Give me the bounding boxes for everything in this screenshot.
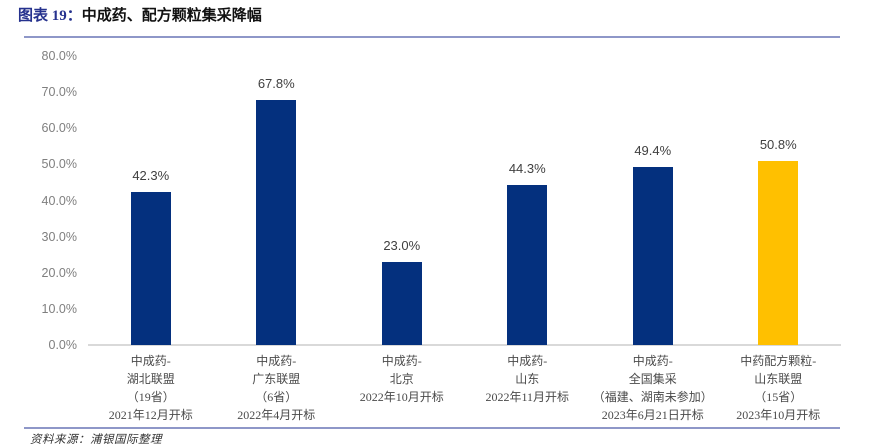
x-axis-category-line: 北京: [389, 372, 414, 386]
x-axis-category-line: 中成药-: [632, 354, 673, 368]
footer-divider: [24, 427, 840, 429]
x-axis-category-line: 中成药-: [507, 354, 548, 368]
x-axis-category-line: 2022年10月开标: [359, 390, 444, 404]
x-axis-category-line: 中成药-: [256, 354, 297, 368]
x-axis-category-line: （19省）: [126, 390, 175, 404]
bar: [758, 161, 799, 345]
bar: [381, 261, 422, 345]
bar-value-label: 49.4%: [634, 142, 672, 158]
x-axis-line: [88, 344, 841, 346]
x-axis-category-label: 中成药- 北京 2022年10月开标: [317, 352, 487, 406]
y-axis-tick: 30.0%: [41, 229, 77, 244]
bar-value-label: 50.8%: [759, 137, 797, 153]
x-axis-category-line: 2022年11月开标: [485, 390, 570, 404]
y-axis-tick: 20.0%: [41, 265, 77, 280]
bar: [130, 192, 171, 345]
bar: [507, 184, 548, 345]
x-axis-category-line: 山东联盟: [754, 372, 803, 386]
x-axis-category-label: 中成药- 山东 2022年11月开标: [442, 352, 612, 406]
x-axis-category-line: （6省）: [255, 390, 298, 404]
x-axis-category-line: 2023年6月21日开标: [601, 408, 704, 422]
x-axis-category-label: 中成药- 湖北联盟 （19省） 2021年12月开标: [66, 352, 236, 424]
x-axis-category-line: 全国集采: [628, 372, 677, 386]
x-axis-category-line: 广东联盟: [252, 372, 301, 386]
header-divider: [24, 36, 840, 38]
x-axis-category-line: （福建、湖南未参加）: [592, 390, 713, 404]
x-axis-category-line: 2022年4月开标: [237, 408, 316, 422]
bar-value-label: 44.3%: [508, 160, 546, 176]
x-axis-category-line: 中成药-: [381, 354, 422, 368]
x-axis-category-label: 中成药- 全国集采 （福建、湖南未参加） 2023年6月21日开标: [568, 352, 738, 424]
figure-title: 中成药、配方颗粒集采降幅: [81, 8, 262, 24]
y-axis-tick: 10.0%: [41, 301, 77, 316]
y-axis-tick: 50.0%: [41, 157, 77, 172]
x-axis-category-line: 2023年10月开标: [736, 408, 821, 422]
x-axis-category-line: （15省）: [754, 390, 803, 404]
bar: [632, 166, 673, 345]
y-axis-tick: 40.0%: [41, 193, 77, 208]
x-axis-category-label: 中药配方颗粒- 山东联盟 （15省） 2023年10月开标: [693, 352, 863, 424]
x-axis-category-line: 2021年12月开标: [108, 408, 193, 422]
bar-value-label: 23.0%: [383, 237, 421, 253]
x-axis-category-line: 中成药-: [130, 354, 171, 368]
bar: [256, 100, 297, 345]
bar-value-label: 42.3%: [132, 168, 170, 184]
figure-number-label: 图表 19：: [18, 8, 82, 24]
x-axis-category-label: 中成药- 广东联盟 （6省） 2022年4月开标: [191, 352, 361, 424]
x-axis-category-line: 山东: [515, 372, 540, 386]
x-axis-category-line: 湖北联盟: [126, 372, 175, 386]
y-axis-tick: 0.0%: [48, 338, 78, 352]
y-axis-tick: 80.0%: [41, 49, 77, 63]
bar-value-label: 67.8%: [257, 76, 295, 92]
figure-header: 图表 19：中成药、配方颗粒集采降幅: [18, 4, 262, 25]
source-note: 资料来源：浦银国际整理: [30, 434, 162, 446]
y-axis-tick: 60.0%: [41, 121, 77, 136]
x-axis-category-line: 中药配方颗粒-: [740, 354, 817, 368]
y-axis-tick: 70.0%: [41, 85, 77, 100]
